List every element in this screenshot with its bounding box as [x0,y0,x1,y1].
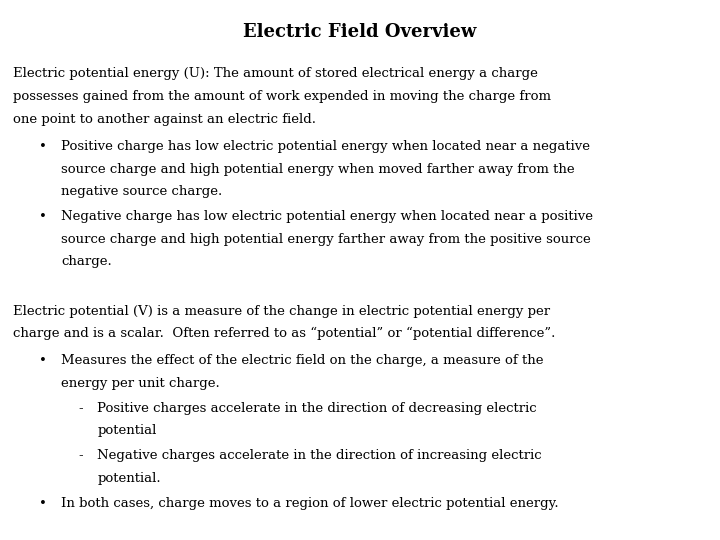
Text: Measures the effect of the electric field on the charge, a measure of the: Measures the effect of the electric fiel… [61,354,544,367]
Text: negative source charge.: negative source charge. [61,185,222,198]
Text: Positive charge has low electric potential energy when located near a negative: Positive charge has low electric potenti… [61,140,590,153]
Text: charge and is a scalar.  Often referred to as “potential” or “potential differen: charge and is a scalar. Often referred t… [13,327,555,341]
Text: •: • [39,210,47,223]
Text: potential.: potential. [97,472,161,485]
Text: Electric potential energy (U): The amount of stored electrical energy a charge: Electric potential energy (U): The amoun… [13,68,538,80]
Text: energy per unit charge.: energy per unit charge. [61,377,220,390]
Text: Positive charges accelerate in the direction of decreasing electric: Positive charges accelerate in the direc… [97,402,537,415]
Text: Electric Field Overview: Electric Field Overview [243,23,477,40]
Text: Negative charges accelerate in the direction of increasing electric: Negative charges accelerate in the direc… [97,449,542,462]
Text: one point to another against an electric field.: one point to another against an electric… [13,113,316,126]
Text: charge.: charge. [61,255,112,268]
Text: In both cases, charge moves to a region of lower electric potential energy.: In both cases, charge moves to a region … [61,497,559,510]
Text: •: • [39,354,47,367]
Text: source charge and high potential energy when moved farther away from the: source charge and high potential energy … [61,163,575,176]
Text: -: - [78,402,83,415]
Text: -: - [78,449,83,462]
Text: source charge and high potential energy farther away from the positive source: source charge and high potential energy … [61,233,591,246]
Text: Negative charge has low electric potential energy when located near a positive: Negative charge has low electric potenti… [61,210,593,223]
Text: Electric potential (V) is a measure of the change in electric potential energy p: Electric potential (V) is a measure of t… [13,305,550,318]
Text: potential: potential [97,424,156,437]
Text: possesses gained from the amount of work expended in moving the charge from: possesses gained from the amount of work… [13,90,551,103]
Text: •: • [39,497,47,510]
Text: •: • [39,140,47,153]
